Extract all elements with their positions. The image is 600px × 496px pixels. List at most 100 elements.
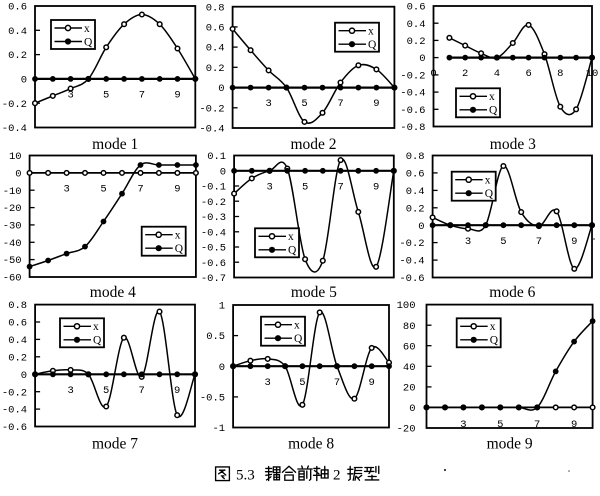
svg-text:7: 7 [334, 377, 340, 389]
svg-text:-0.2: -0.2 [399, 238, 424, 250]
svg-text:0: 0 [219, 362, 225, 374]
svg-text:-50: -50 [3, 255, 22, 267]
svg-text:0.1: 0.1 [207, 151, 226, 163]
svg-text:0.6: 0.6 [407, 2, 426, 14]
svg-text:0.4: 0.4 [406, 186, 425, 198]
svg-text:9: 9 [373, 98, 379, 110]
svg-text:0: 0 [21, 75, 27, 87]
svg-text:3: 3 [465, 236, 471, 248]
svg-text:3: 3 [63, 184, 69, 196]
svg-text:60: 60 [403, 341, 416, 353]
svg-text:0: 0 [220, 166, 226, 178]
svg-text:0: 0 [418, 221, 424, 233]
svg-text:Q: Q [294, 333, 303, 345]
svg-text:9: 9 [369, 377, 375, 389]
svg-text:-20: -20 [397, 424, 416, 436]
svg-text:1: 1 [219, 301, 225, 313]
svg-text:5: 5 [302, 181, 308, 193]
svg-text:0.8: 0.8 [206, 2, 225, 14]
svg-text:0.4: 0.4 [8, 26, 27, 38]
svg-text:9: 9 [174, 184, 180, 196]
svg-text:100: 100 [397, 300, 416, 312]
svg-text:9: 9 [571, 236, 577, 248]
svg-text:0: 0 [430, 68, 436, 80]
svg-text:80: 80 [403, 321, 416, 333]
svg-text:-0.4: -0.4 [2, 405, 27, 417]
svg-text:7: 7 [337, 98, 343, 110]
svg-text:mode 8: mode 8 [288, 436, 334, 453]
svg-text:0.6: 0.6 [206, 23, 225, 35]
svg-text:mode 5: mode 5 [291, 284, 337, 301]
svg-text:7: 7 [534, 419, 540, 431]
svg-text:Q: Q [288, 245, 297, 257]
svg-text:3: 3 [265, 98, 271, 110]
svg-text:0.8: 0.8 [406, 151, 425, 163]
svg-text:-1: -1 [212, 423, 225, 435]
svg-text:40: 40 [403, 362, 416, 374]
svg-text:3: 3 [460, 419, 466, 431]
svg-text:0.5: 0.5 [206, 331, 225, 343]
svg-text:-0.6: -0.6 [400, 105, 425, 117]
svg-text:-0.7: -0.7 [201, 273, 226, 285]
svg-text:-0.4: -0.4 [199, 124, 224, 136]
svg-text:0: 0 [15, 169, 21, 181]
svg-text:mode 4: mode 4 [90, 284, 136, 301]
svg-text:-0.3: -0.3 [201, 212, 226, 224]
svg-text:20: 20 [403, 383, 416, 395]
svg-text:mode 1: mode 1 [92, 136, 138, 153]
svg-text:5: 5 [103, 90, 109, 102]
svg-text:Q: Q [490, 335, 499, 347]
svg-text:6: 6 [525, 68, 531, 80]
svg-text:Q: Q [84, 36, 93, 48]
svg-text:3: 3 [67, 90, 73, 102]
svg-text:5: 5 [301, 98, 307, 110]
svg-text:0.4: 0.4 [407, 19, 426, 31]
svg-text:0.8: 0.8 [8, 300, 27, 312]
svg-text:mode 7: mode 7 [92, 436, 138, 453]
svg-text:9: 9 [571, 419, 577, 431]
svg-text:x: x [294, 320, 300, 332]
svg-text:-0.4: -0.4 [2, 123, 27, 135]
svg-text:0.2: 0.2 [406, 203, 425, 215]
svg-text:0: 0 [419, 53, 425, 65]
svg-text:4: 4 [494, 68, 500, 80]
svg-text:8: 8 [557, 68, 563, 80]
svg-text:5: 5 [103, 385, 109, 397]
svg-text:0: 0 [409, 403, 415, 415]
svg-text:-0.6: -0.6 [201, 258, 226, 270]
svg-text:-0.5: -0.5 [200, 393, 225, 405]
svg-text:x: x [288, 231, 294, 243]
svg-text:-0.6: -0.6 [399, 273, 424, 285]
svg-text:3: 3 [265, 377, 271, 389]
svg-text:-0.4: -0.4 [201, 227, 226, 239]
svg-text:-30: -30 [3, 221, 22, 233]
svg-text:0.2: 0.2 [8, 352, 27, 364]
svg-text:-40: -40 [3, 238, 22, 250]
svg-text:5.3: 5.3 [236, 468, 255, 484]
svg-text:0.4: 0.4 [8, 335, 27, 347]
svg-text:7: 7 [139, 385, 145, 397]
svg-text:x: x [368, 26, 374, 38]
svg-text:9: 9 [174, 385, 180, 397]
svg-text:Q: Q [489, 105, 498, 117]
svg-text:x: x [489, 91, 495, 103]
svg-text:3: 3 [266, 181, 272, 193]
svg-text:-0.6: -0.6 [2, 422, 27, 434]
svg-text:-0.2: -0.2 [199, 103, 224, 115]
svg-text:0.2: 0.2 [407, 36, 426, 48]
svg-text:0.6: 0.6 [8, 2, 27, 14]
svg-text:-0.4: -0.4 [399, 256, 424, 268]
svg-text:Q: Q [485, 188, 494, 200]
svg-text:-0.2: -0.2 [2, 99, 27, 111]
svg-text:0.6: 0.6 [8, 318, 27, 330]
svg-text:-60: -60 [3, 273, 22, 285]
svg-text:5: 5 [497, 419, 503, 431]
svg-text:-0.1: -0.1 [201, 182, 226, 194]
svg-text:-0.4: -0.4 [400, 88, 425, 100]
svg-text:-0.5: -0.5 [201, 243, 226, 255]
svg-text:10: 10 [9, 151, 22, 163]
svg-text:-0.2: -0.2 [201, 197, 226, 209]
svg-text:3: 3 [67, 385, 73, 397]
svg-text:x: x [175, 230, 181, 242]
svg-text:2: 2 [462, 68, 468, 80]
